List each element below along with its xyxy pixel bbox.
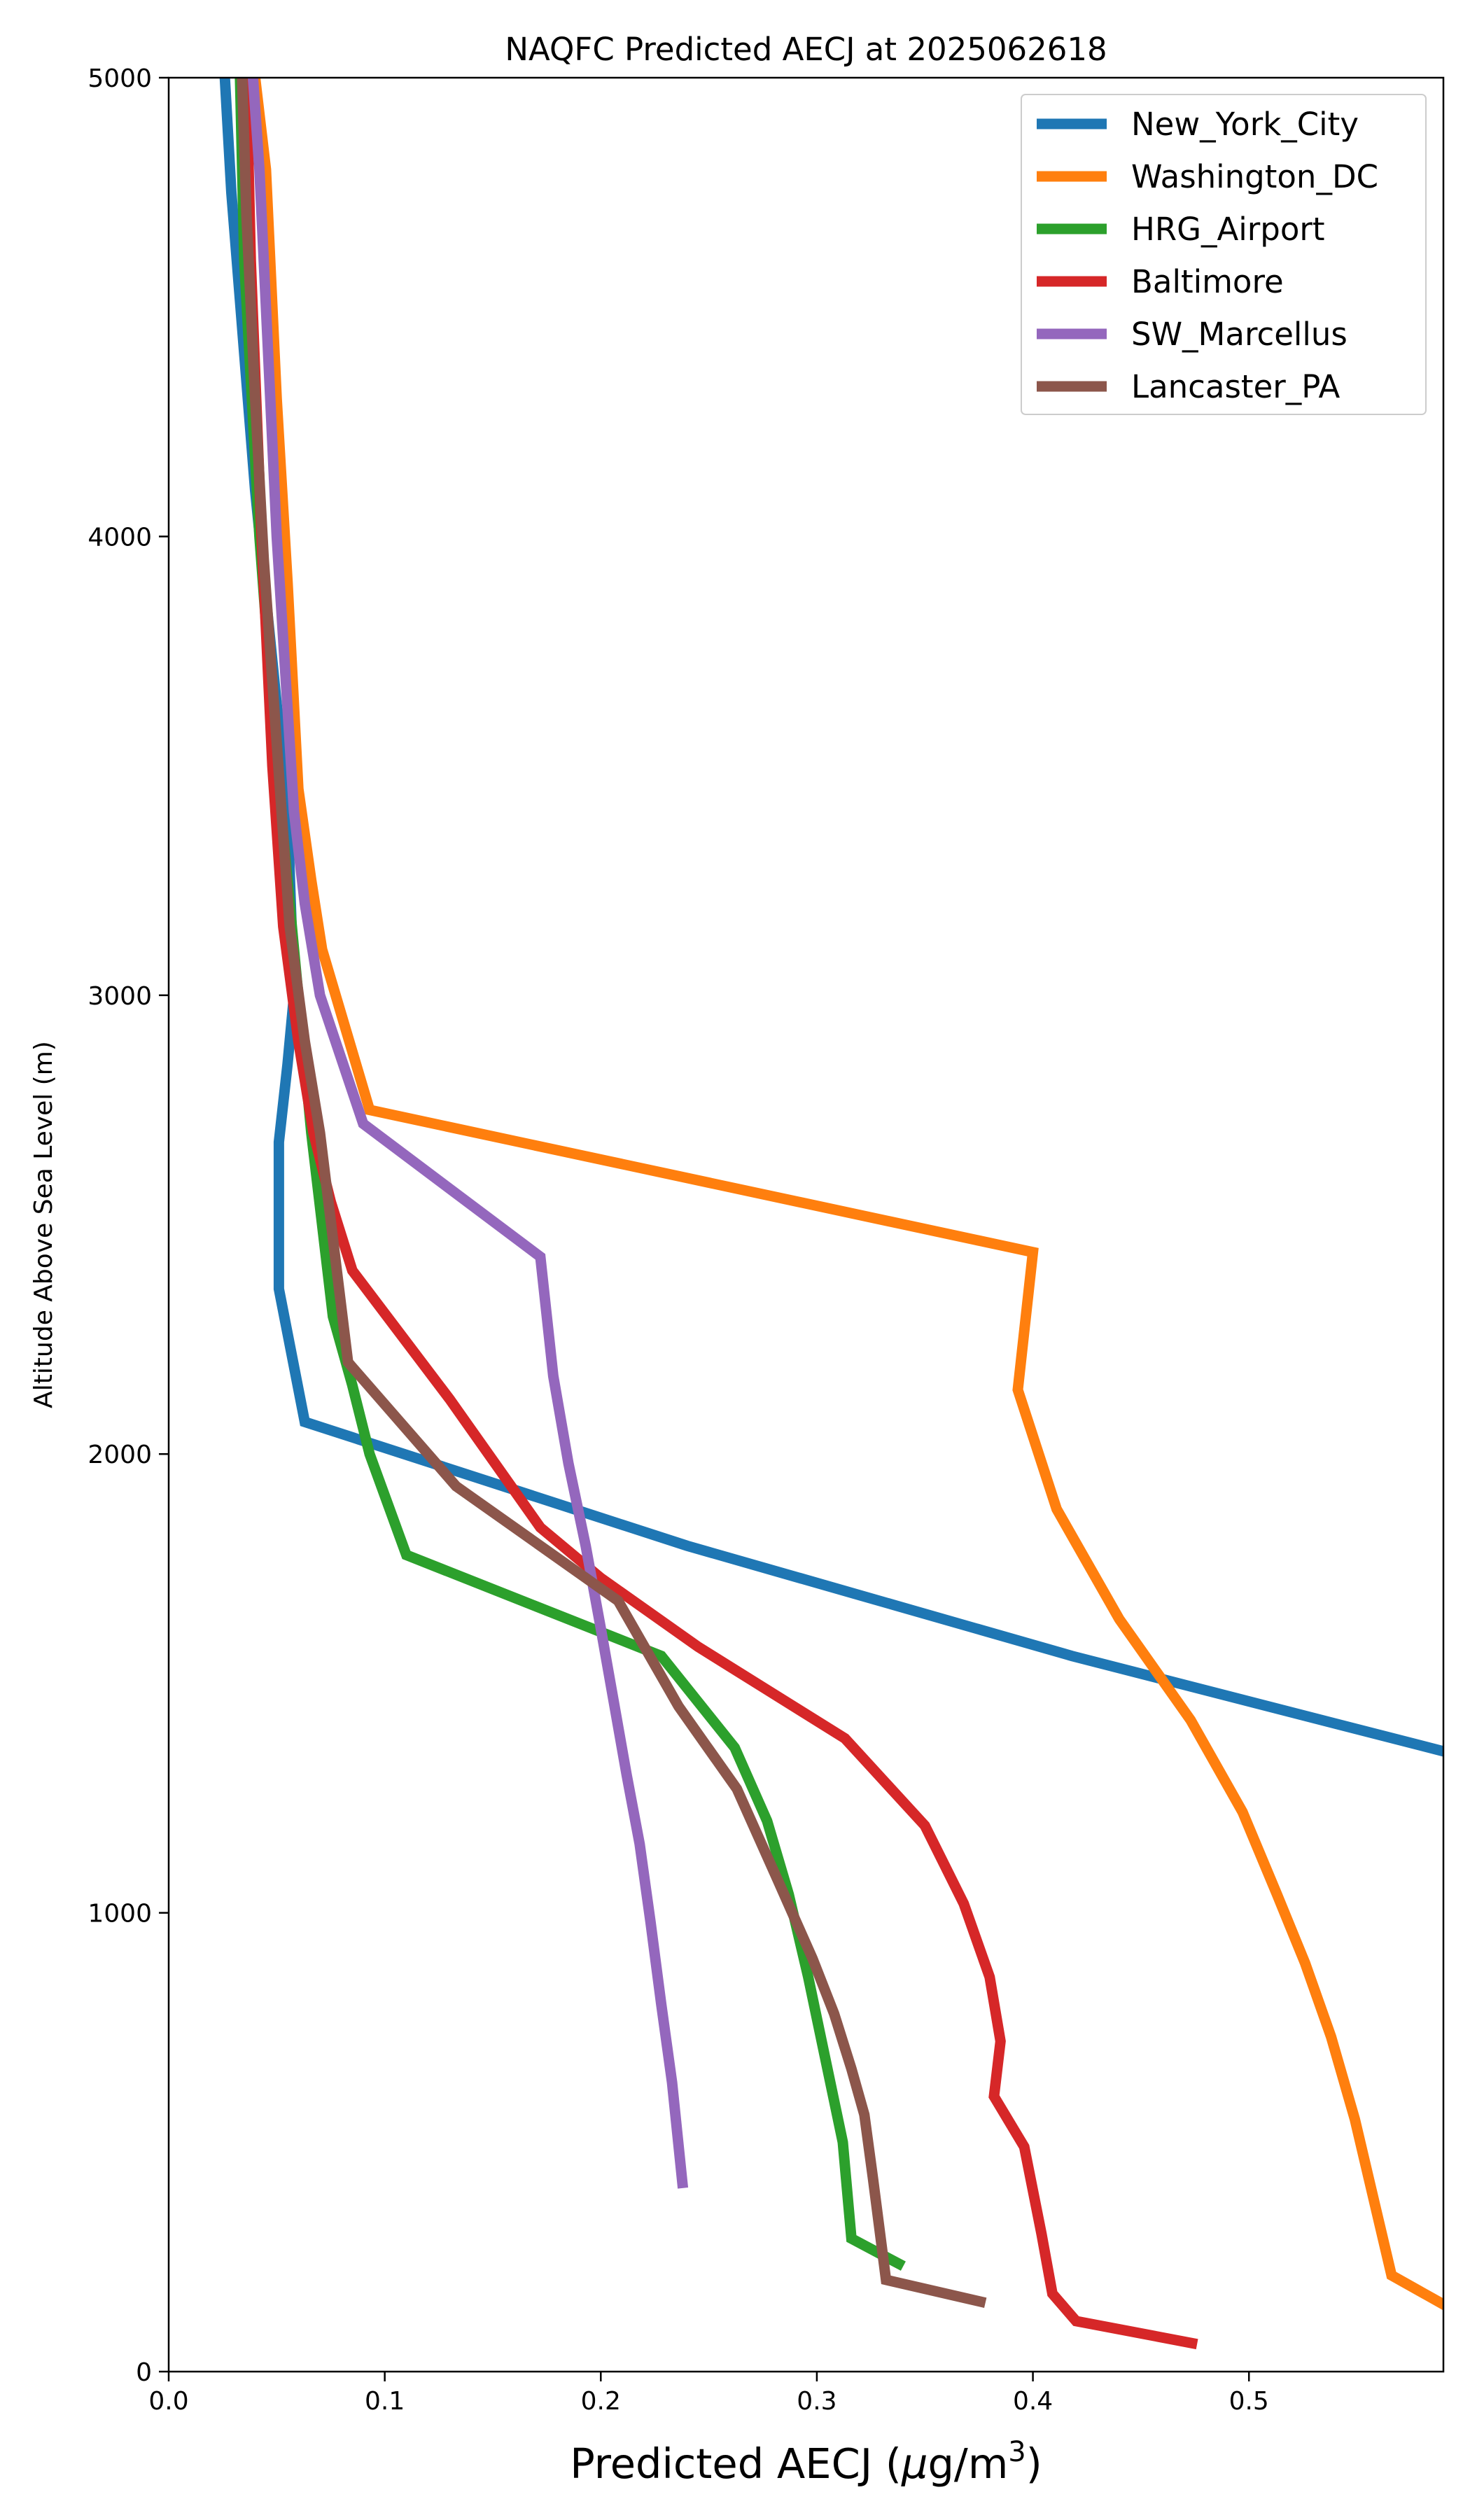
axes-frame [167, 76, 1445, 2373]
y-axis: 0 1000 2000 3000 4000 5000 [88, 64, 169, 2387]
series-line-SW_Marcellus [247, 78, 689, 2189]
x-axis-label: Predicted AECJ (μg/m3) [570, 2436, 1042, 2488]
x-tick-label: 0.1 [365, 2387, 405, 2416]
y-tick-label: 2000 [88, 1441, 152, 1469]
y-tick-label: 4000 [88, 523, 152, 552]
legend-label-Lancaster_PA: Lancaster_PA [1131, 368, 1340, 405]
series-line-Lancaster_PA [237, 78, 987, 2309]
x-axis-label-unit: g/m [927, 2440, 1008, 2488]
series-line-Baltimore [241, 78, 1198, 2350]
x-axis-label-prefix: Predicted AECJ ( [570, 2440, 902, 2488]
x-tick-label: 0.0 [148, 2387, 188, 2416]
y-axis-label: Altitude Above Sea Level (m) [29, 1041, 58, 1408]
legend-box [1021, 94, 1427, 415]
legend-label-SW_Marcellus: SW_Marcellus [1131, 316, 1348, 353]
x-axis: 0.0 0.1 0.2 0.3 0.4 0.5 [148, 2372, 1269, 2416]
x-axis-label-suffix: ) [1026, 2440, 1042, 2488]
legend-label-Washington_DC: Washington_DC [1131, 158, 1378, 195]
legend-label-Baltimore: Baltimore [1131, 263, 1284, 300]
x-tick-label: 0.3 [797, 2387, 836, 2416]
x-axis-label-exponent: 3 [1008, 2436, 1026, 2468]
legend-label-HRG_Airport: HRG_Airport [1131, 211, 1325, 248]
legend: New_York_City Washington_DC HRG_Airport Bal… [1021, 94, 1427, 415]
y-tick-label: 1000 [88, 1900, 152, 1928]
y-tick-label: 3000 [88, 982, 152, 1011]
chart-title: NAQFC Predicted AECJ at 2025062618 [505, 31, 1107, 68]
series-line-Washington_DC [250, 78, 1443, 2311]
x-tick-label: 0.2 [581, 2387, 621, 2416]
y-tick-label: 0 [136, 2358, 152, 2387]
x-tick-label: 0.5 [1229, 2387, 1269, 2416]
x-tick-label: 0.4 [1013, 2387, 1053, 2416]
x-axis-label-mu: μ [901, 2440, 928, 2488]
plot-lines [219, 78, 1443, 2350]
y-tick-label: 5000 [88, 64, 152, 93]
legend-label-New_York_City: New_York_City [1131, 106, 1359, 143]
